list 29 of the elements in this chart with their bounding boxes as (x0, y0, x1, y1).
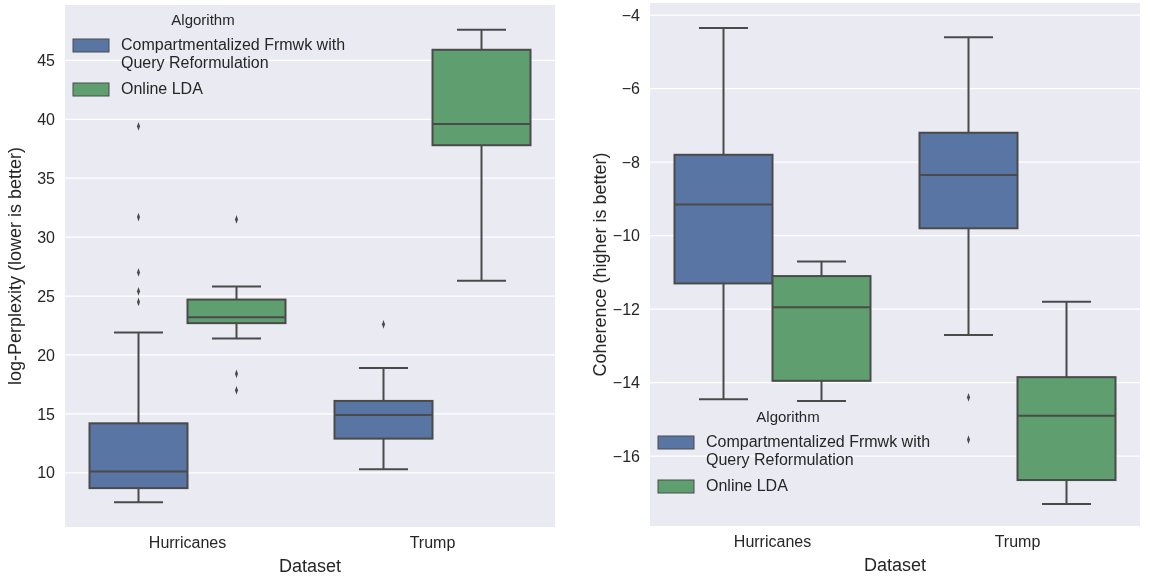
y-tick-label: −10 (612, 227, 641, 245)
y-axis-title: Coherence (higher is better) (590, 152, 610, 377)
y-tick-label: 45 (37, 52, 56, 69)
y-tick-label: −12 (612, 300, 641, 318)
y-tick-label: −14 (612, 374, 641, 392)
y-tick-label: 30 (37, 228, 56, 246)
y-axis-title: log-Perplexity (lower is better) (5, 146, 25, 386)
y-tick-label: −6 (621, 80, 641, 98)
y-tick-label: 40 (37, 110, 56, 128)
y-tick-label: 15 (37, 405, 56, 423)
legend-label: Compartmentalized Frmwk with Query Reformulation (706, 433, 931, 468)
y-tick-label: −16 (612, 447, 641, 465)
y-tick-label: 35 (37, 169, 56, 187)
legend-title: Algorithm (756, 408, 820, 425)
legend-label: Compartmentalized Frmwk with Query Reformulation (121, 36, 346, 71)
x-axis-title: Dataset (278, 556, 342, 576)
x-tick-label: Trump (409, 534, 456, 552)
y-tick-label: −8 (621, 153, 641, 171)
x-tick-label: Trump (994, 533, 1041, 551)
x-tick-label: Hurricanes (148, 534, 227, 552)
x-tick-label: Hurricanes (733, 533, 812, 551)
y-tick-label: −4 (621, 6, 641, 24)
y-tick-label: 20 (37, 346, 56, 364)
legend-label: Online LDA (706, 477, 789, 494)
legend-title: Algorithm (171, 11, 235, 28)
legend-label: Online LDA (121, 80, 204, 97)
y-tick-label: 10 (37, 464, 56, 482)
x-axis-title: Dataset (863, 555, 927, 575)
y-tick-label: 25 (37, 287, 56, 305)
